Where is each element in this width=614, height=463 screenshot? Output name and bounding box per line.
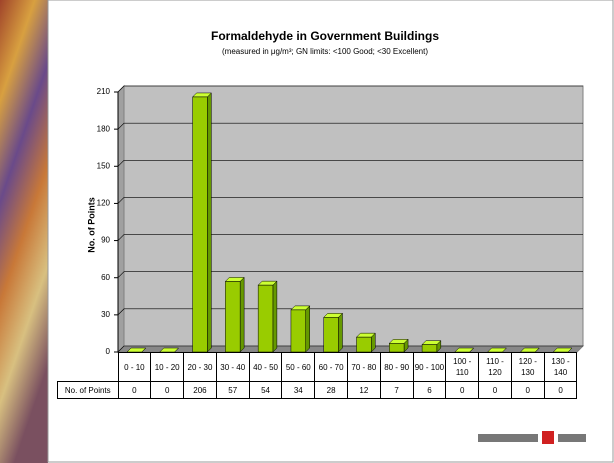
bar — [257, 280, 278, 353]
y-tick-label: 0 — [106, 347, 111, 356]
category-cell: 60 - 70 — [314, 352, 348, 382]
category-row: 0 - 10 10 - 20 20 - 30 30 - 40 40 - 50 50 - 6… — [57, 352, 578, 382]
category-cell: 40 - 50 — [248, 352, 283, 382]
category-cell: 20 - 30 — [183, 352, 217, 382]
grid-line — [117, 159, 583, 167]
bar — [355, 332, 376, 353]
row-label: No. of Points — [57, 381, 119, 399]
slide-frame — [47, 0, 614, 463]
bar — [519, 347, 540, 353]
category-cell: 100 - 110 — [445, 352, 480, 382]
grid-line — [117, 234, 583, 241]
grid-line — [117, 85, 583, 93]
value-cell: 0 — [150, 381, 185, 399]
value-cell: 0 — [543, 381, 578, 399]
y-axis-label: No. of Points — [86, 197, 96, 253]
y-tick-label: 60 — [101, 273, 110, 282]
value-cell: 34 — [281, 381, 316, 399]
y-tick-label: 90 — [101, 236, 110, 245]
value-cell: 57 — [215, 381, 250, 399]
data-table: 0 - 10 10 - 20 20 - 30 30 - 40 40 - 50 50 - 6… — [57, 352, 578, 399]
y-tick-label: 210 — [97, 87, 111, 96]
y-tick-label: 180 — [97, 124, 111, 133]
category-cell: 30 - 40 — [215, 352, 250, 382]
value-cell: 0 — [478, 381, 512, 399]
value-cell: 0 — [510, 381, 545, 399]
y-tick-label: 150 — [97, 161, 111, 170]
category-cell: 120 - 130 — [510, 352, 545, 382]
value-cell: 12 — [346, 381, 381, 399]
category-cell: 130 - 140 — [543, 352, 578, 382]
bar — [224, 276, 245, 353]
bar — [191, 92, 212, 353]
bar — [323, 312, 344, 353]
chart-title: Formaldehyde in Government Buildings — [211, 29, 439, 43]
value-cell: 0 — [117, 381, 152, 399]
category-cell: 50 - 60 — [281, 352, 316, 382]
grid-line — [117, 271, 583, 278]
logo — [478, 431, 586, 444]
grid-line — [117, 197, 583, 204]
value-cell: 0 — [445, 381, 480, 399]
value-cell: 28 — [314, 381, 348, 399]
bar — [421, 339, 442, 353]
value-cell: 6 — [412, 381, 447, 399]
value-cell: 54 — [248, 381, 283, 399]
category-cell: 80 - 90 — [379, 352, 414, 382]
category-cell: 10 - 20 — [150, 352, 185, 382]
grid-line — [117, 308, 583, 316]
grid-line — [117, 122, 583, 130]
value-cell: 7 — [379, 381, 414, 399]
decorative-strip — [0, 0, 48, 463]
value-cell: 206 — [183, 381, 217, 399]
chart-subtitle: (measured in μg/m³; GN limits: <100 Good… — [222, 47, 428, 56]
value-row: No. of Points 0 0 206 57 54 34 28 12 7 6 0 0 0 0 — [57, 381, 578, 399]
category-cell: 110 - 120 — [478, 352, 512, 382]
bar — [290, 305, 311, 353]
category-cell: 70 - 80 — [346, 352, 381, 382]
bar — [388, 338, 409, 353]
category-cell: 0 - 10 — [117, 352, 152, 382]
y-tick-label: 30 — [101, 310, 110, 319]
y-tick-label: 120 — [97, 199, 111, 208]
category-cell: 90 - 100 — [412, 352, 447, 382]
